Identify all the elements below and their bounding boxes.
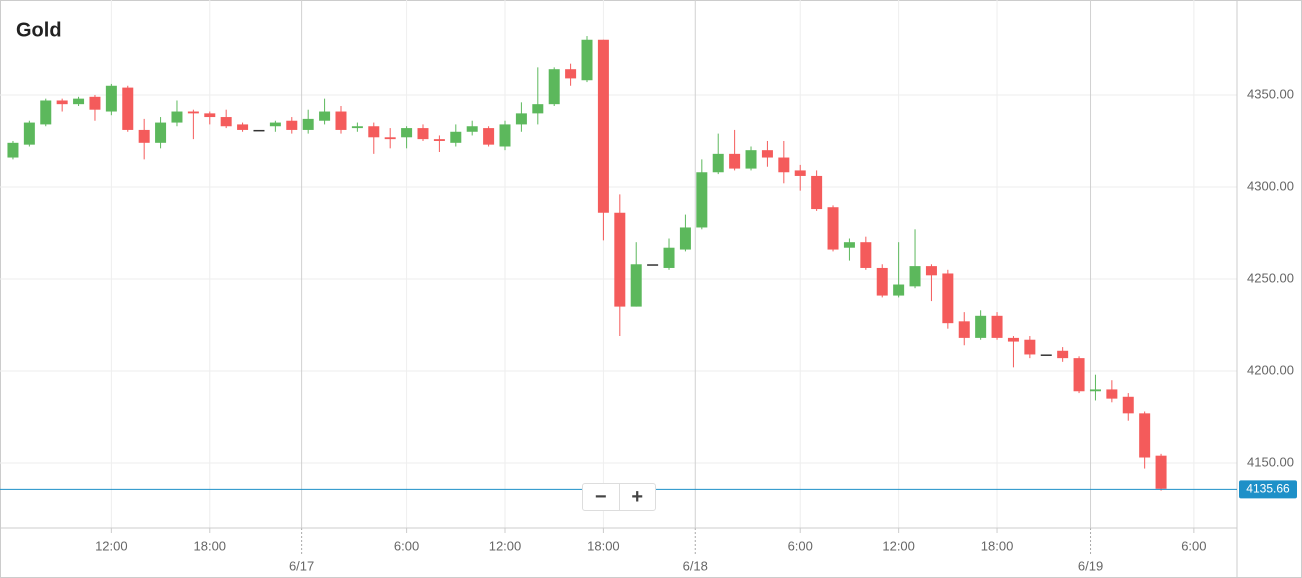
candle-body <box>237 124 249 130</box>
candle-body <box>433 139 445 141</box>
candle-body <box>23 122 35 145</box>
y-tick-label: 4150.00 <box>1247 454 1294 469</box>
candle-body <box>384 137 396 140</box>
candle-body <box>548 69 560 105</box>
candle-body <box>187 111 199 114</box>
candle-body <box>1106 389 1118 399</box>
candle-body <box>811 175 823 210</box>
candle-body <box>73 98 85 105</box>
x-tick-label: 12:00 <box>489 538 522 553</box>
candle-body <box>1122 396 1134 414</box>
candle-body <box>630 264 642 307</box>
x-tick-label: 6:00 <box>1181 538 1206 553</box>
candle-body <box>1024 339 1036 355</box>
candle-body <box>1139 413 1151 458</box>
candle-body <box>7 142 19 158</box>
candle-body <box>335 111 347 130</box>
y-tick-label: 4200.00 <box>1247 362 1294 377</box>
candle-body <box>597 39 609 213</box>
candle-body <box>1155 455 1167 489</box>
candle-body <box>991 315 1003 338</box>
x-tick-label: 12:00 <box>882 538 915 553</box>
candle-body <box>975 315 987 338</box>
candle-body <box>876 267 888 296</box>
candle-body <box>171 111 183 123</box>
candle-body <box>1073 358 1085 392</box>
x-tick-label: 18:00 <box>981 538 1014 553</box>
candle-body <box>220 117 232 127</box>
x-tick-label: 18:00 <box>194 538 227 553</box>
last-price-label: 4135.66 <box>1246 482 1290 496</box>
date-label: 6/17 <box>289 558 314 573</box>
candle-body <box>893 284 905 296</box>
zoom-controls: − + <box>582 483 656 511</box>
candle-body <box>1089 389 1101 392</box>
candle-body <box>138 129 150 143</box>
x-tick-label: 6:00 <box>788 538 813 553</box>
candle-body <box>647 264 659 266</box>
candle-body <box>56 100 68 105</box>
candle-body <box>778 157 790 173</box>
candle-body <box>253 129 265 132</box>
zoom-in-button[interactable]: + <box>618 484 656 510</box>
candle-body <box>679 227 691 250</box>
candle-body <box>515 113 527 125</box>
candle-body <box>319 111 331 121</box>
candle-body <box>89 96 101 110</box>
candle-body <box>269 122 281 127</box>
candle-body <box>401 128 413 138</box>
candle-body <box>827 207 839 250</box>
candle-body <box>565 69 577 79</box>
candle-body <box>483 128 495 145</box>
date-label: 6/18 <box>683 558 708 573</box>
candle-body <box>1057 350 1069 359</box>
y-tick-label: 4350.00 <box>1247 86 1294 101</box>
x-tick-label: 6:00 <box>394 538 419 553</box>
y-tick-label: 4300.00 <box>1247 178 1294 193</box>
candle-body <box>843 242 855 248</box>
candle-body <box>712 153 724 173</box>
candle-body <box>860 242 872 268</box>
date-label: 6/19 <box>1078 558 1103 573</box>
candle-body <box>204 113 216 118</box>
candle-body <box>466 126 478 132</box>
candle-body <box>450 131 462 143</box>
candle-body <box>351 126 363 129</box>
candle-body <box>532 104 544 114</box>
y-tick-label: 4250.00 <box>1247 270 1294 285</box>
last-price-badge <box>1239 480 1297 499</box>
candle-body <box>942 273 954 324</box>
x-tick-label: 18:00 <box>587 538 620 553</box>
candle-body <box>40 100 52 125</box>
candle-body <box>745 150 757 169</box>
candle-body <box>122 87 134 130</box>
candle-body <box>286 120 298 130</box>
candle-body <box>155 122 167 143</box>
candle-body <box>417 128 429 140</box>
candle-body <box>302 118 314 130</box>
candle-body <box>696 172 708 228</box>
candle-body <box>1007 337 1019 342</box>
candle-body <box>663 247 675 268</box>
candle-body <box>368 126 380 138</box>
candle-body <box>958 321 970 338</box>
x-tick-label: 12:00 <box>95 538 128 553</box>
chart-title: Gold <box>16 19 62 41</box>
candle-body <box>761 150 773 158</box>
candle-body <box>925 266 937 276</box>
candle-body <box>105 85 117 112</box>
candle-body <box>499 124 511 147</box>
candle-body <box>909 266 921 287</box>
zoom-out-button[interactable]: − <box>594 485 607 508</box>
candle-body <box>1040 354 1052 356</box>
candle-body <box>794 170 806 176</box>
candle-body <box>581 39 593 81</box>
candle-body <box>729 153 741 169</box>
candle-body <box>614 212 626 307</box>
